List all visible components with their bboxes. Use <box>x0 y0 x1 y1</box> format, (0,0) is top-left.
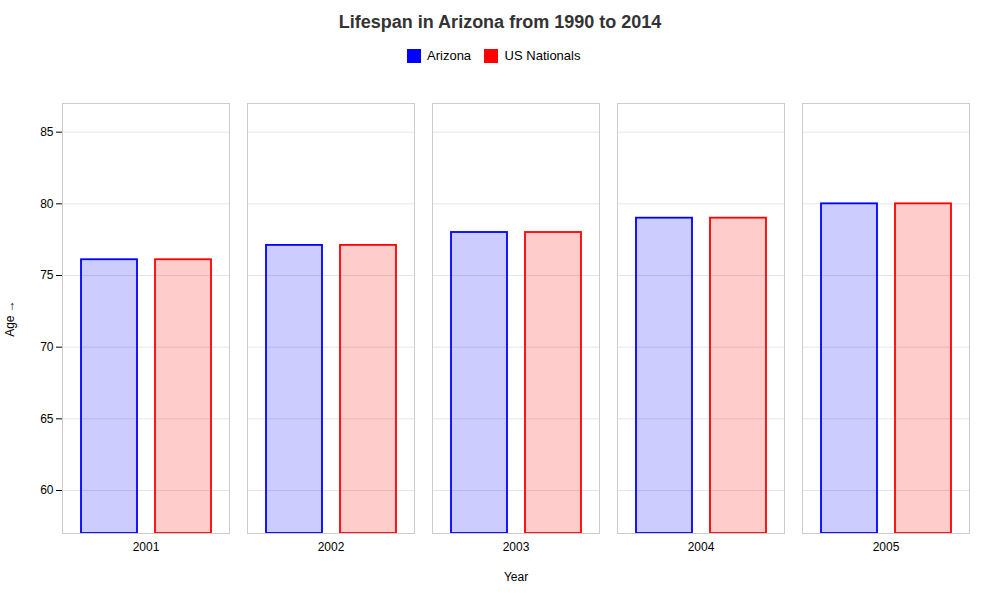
svg-text:65: 65 <box>40 411 54 425</box>
svg-text:2005: 2005 <box>873 540 900 554</box>
svg-text:2001: 2001 <box>133 540 160 554</box>
svg-text:85: 85 <box>40 125 54 139</box>
html-text:Lifespan in Arizona from 1990: Lifespan in Arizona from 1990 to 2014 <box>338 12 662 32</box>
svg-text:2003: 2003 <box>503 540 530 554</box>
svg-text:Year: Year <box>504 569 528 583</box>
svg-text:2004: 2004 <box>688 540 715 554</box>
svg-text:70: 70 <box>40 340 54 354</box>
html-text:Arizona: Arizona <box>427 48 472 63</box>
svg-text:2002: 2002 <box>318 540 345 554</box>
html-text:US Nationals: US Nationals <box>504 48 581 63</box>
svg-text:60: 60 <box>40 483 54 497</box>
svg-text:75: 75 <box>40 268 54 282</box>
svg-text:Age →: Age → <box>3 300 17 337</box>
svg-text:80: 80 <box>40 196 54 210</box>
